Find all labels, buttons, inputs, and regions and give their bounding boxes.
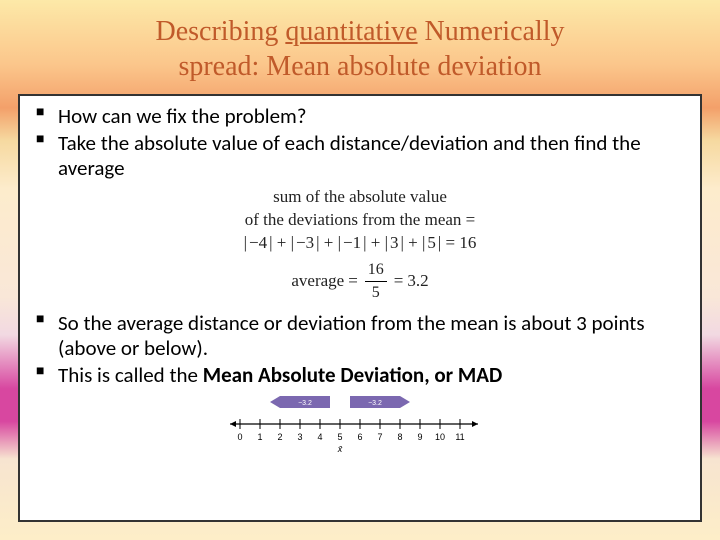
svg-text:4: 4 <box>317 432 322 442</box>
math-block: sum of the absolute value of the deviati… <box>36 186 684 303</box>
ticks: 0 1 2 3 4 5 6 7 8 9 10 11 <box>237 419 464 442</box>
bullet-item: Take the absolute value of each distance… <box>36 131 684 181</box>
bullet-item: So the average distance or deviation fro… <box>36 311 684 361</box>
math-line1: sum of the absolute value <box>36 186 684 209</box>
title-underlined: quantitative <box>285 16 417 47</box>
title-line2: spread: Mean absolute deviation <box>178 51 541 82</box>
svg-text:1: 1 <box>257 432 262 442</box>
number-line-figure: −3.2 −3.2 0 1 2 3 4 5 6 7 8 9 10 11 <box>36 394 684 456</box>
svg-text:2: 2 <box>277 432 282 442</box>
bullet-item: How can we fix the problem? <box>36 104 684 129</box>
svg-text:0: 0 <box>237 432 242 442</box>
arrow-right-label: −3.2 <box>368 400 382 407</box>
arrow-left-label: −3.2 <box>298 400 312 407</box>
svg-text:11: 11 <box>455 432 464 442</box>
svg-text:8: 8 <box>397 432 402 442</box>
title-part3: Numerically <box>418 16 565 47</box>
svg-text:7: 7 <box>377 432 382 442</box>
svg-text:5: 5 <box>337 432 342 442</box>
bullets-top: How can we fix the problem? Take the abs… <box>36 104 684 180</box>
math-average: average = 16 5 = 3.2 <box>36 259 684 303</box>
svg-text:3: 3 <box>297 432 302 442</box>
title-part1: Describing <box>156 16 286 47</box>
mad-term: Mean Absolute Deviation, or MAD <box>203 362 502 388</box>
svg-text:10: 10 <box>435 432 445 442</box>
svg-text:9: 9 <box>417 432 422 442</box>
content-box: How can we fix the problem? Take the abs… <box>18 94 702 522</box>
math-line2: of the deviations from the mean = <box>36 209 684 232</box>
bullets-bottom: So the average distance or deviation fro… <box>36 311 684 387</box>
math-abs-sum: |−4| + |−3| + |−1| + |3| + |5| = 16 <box>36 232 684 255</box>
bullet-item: This is called the Mean Absolute Deviati… <box>36 363 684 388</box>
numberline-svg: −3.2 −3.2 0 1 2 3 4 5 6 7 8 9 10 11 <box>220 394 500 456</box>
mean-symbol: x̄ <box>337 444 343 454</box>
slide-title: Describing quantitative Numerically spre… <box>0 0 720 94</box>
svg-text:6: 6 <box>357 432 362 442</box>
